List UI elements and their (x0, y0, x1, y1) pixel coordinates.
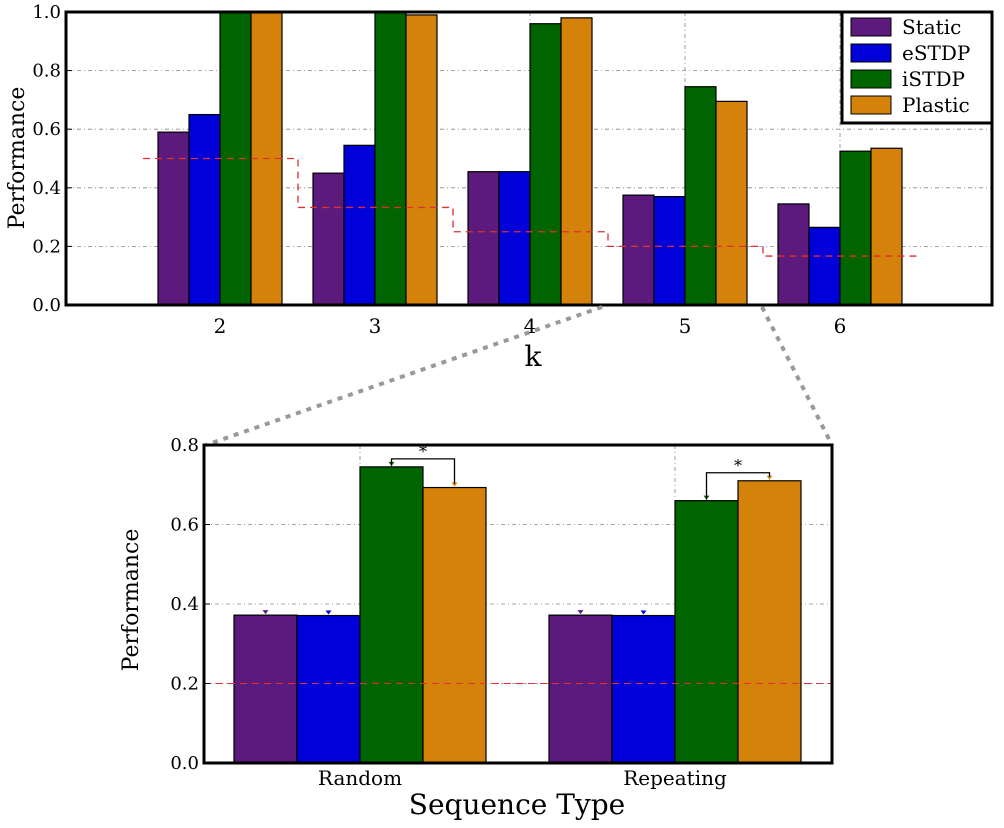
bottom-y-axis-label: Performance (119, 529, 144, 672)
legend-swatch-istdp (850, 69, 892, 89)
top-x-tick-label: 6 (834, 314, 847, 338)
bottom-y-tick-label: 0.6 (170, 515, 199, 536)
top-y-tick-label: 0.8 (32, 61, 61, 82)
top-y-tick-label: 1.0 (32, 2, 61, 23)
top-y-tick-label: 0.0 (32, 295, 61, 316)
bottom-error-mark-plastic (451, 482, 458, 487)
bottom-performance-chart: * * 0.0 0.2 0.4 0.6 0.8 Random RepeatingSequence… (119, 435, 834, 821)
top-bar-estdp (343, 144, 376, 306)
bottom-error-mark-plastic (766, 475, 773, 480)
top-bar-static (622, 194, 655, 306)
legend-label-static: Static (902, 15, 961, 39)
bottom-error-mark-estdp (325, 610, 332, 615)
bottom-bar-istdp (674, 500, 739, 764)
top-bar-estdp (498, 171, 531, 306)
bottom-y-tick-label: 0.4 (170, 594, 199, 615)
zoom-line-left (205, 305, 603, 447)
top-bar-plastic (870, 147, 903, 306)
bottom-bar-plastic (422, 486, 487, 764)
legend-swatch-static (850, 17, 892, 37)
top-bar-static (467, 171, 500, 306)
significance-star: * (734, 456, 742, 475)
top-y-tick-label: 0.4 (32, 178, 61, 199)
top-y-tick-label: 0.6 (32, 119, 61, 140)
legend-swatch-estdp (850, 43, 892, 63)
top-bar-istdp (839, 150, 872, 306)
top-bar-plastic (405, 14, 438, 306)
top-bar-static (157, 131, 190, 306)
legend-label-estdp: eSTDP (902, 41, 970, 65)
bottom-bar-static (548, 614, 613, 764)
top-bar-istdp (684, 86, 717, 306)
top-x-tick-label: 2 (214, 314, 227, 338)
bottom-bar-estdp (611, 614, 676, 764)
bottom-y-tick-label: 0.8 (170, 435, 199, 456)
legend-label-plastic: Plastic (902, 93, 970, 117)
top-bar-istdp (529, 23, 562, 306)
top-bar-estdp (808, 226, 841, 306)
top-bar-plastic (560, 17, 593, 306)
bottom-bar-estdp (296, 614, 361, 764)
top-bar-estdp (188, 113, 221, 306)
significance-bracket (705, 472, 771, 500)
top-bar-estdp (653, 195, 686, 306)
bottom-y-tick-label: 0.2 (170, 674, 199, 695)
top-x-tick-label: 3 (369, 314, 382, 338)
top-bar-istdp (374, 11, 407, 306)
top-y-axis-label: Performance (5, 87, 30, 230)
top-bar-istdp (219, 11, 252, 306)
legend-label-istdp: iSTDP (902, 67, 965, 91)
top-bar-plastic (715, 100, 748, 306)
top-x-axis-label: k (525, 340, 543, 373)
significance-star: * (419, 442, 427, 461)
legend-swatch-plastic (850, 95, 892, 115)
top-bar-static (312, 172, 345, 306)
bottom-bar-static (233, 614, 298, 764)
bottom-error-mark-static (577, 610, 584, 615)
bottom-x-axis-label: Sequence Type (409, 788, 625, 821)
bottom-y-tick-label: 0.0 (170, 753, 199, 774)
bottom-x-tick-label: Random (318, 766, 402, 790)
bottom-error-mark-estdp (640, 610, 647, 615)
top-bar-static (777, 203, 810, 306)
bottom-bar-plastic (737, 480, 802, 764)
top-y-tick-label: 0.2 (32, 236, 61, 257)
zoom-connector-lines (205, 305, 834, 447)
bottom-error-mark-static (262, 610, 269, 615)
top-chance-level-line (143, 157, 918, 257)
top-x-tick-label: 5 (679, 314, 692, 338)
top-axes-frame (64, 10, 994, 307)
bottom-bar-istdp (359, 466, 424, 764)
top-performance-chart: 0.00.20.40.60.81.02 3 4 5 6kPerformanceStati… (5, 2, 994, 373)
significance-bracket (390, 458, 456, 484)
bottom-x-tick-label: Repeating (623, 766, 727, 790)
zoom-line-right (760, 306, 834, 446)
